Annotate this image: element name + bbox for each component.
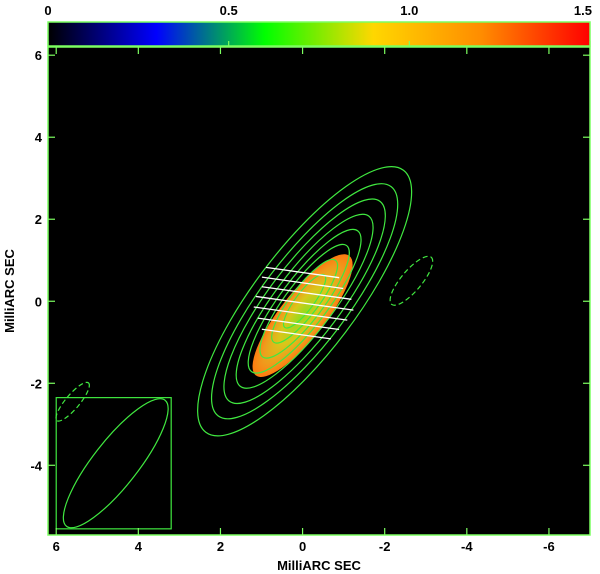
beam-inset	[55, 397, 172, 530]
beam-box	[55, 397, 172, 530]
x-tick-label: -4	[461, 539, 473, 554]
polarization-vector	[253, 306, 348, 321]
contour-level	[259, 243, 350, 359]
colorbar-tick-label: 1.5	[574, 3, 592, 18]
polarization-vector	[261, 328, 332, 340]
negative-contour	[55, 381, 90, 422]
beam-ellipse	[62, 398, 169, 529]
colorbar-gradient	[47, 21, 591, 47]
colorbar-tick-label: 0	[44, 3, 51, 18]
contour-level	[235, 213, 374, 389]
emission-region	[252, 254, 353, 377]
contour-level	[197, 166, 413, 437]
y-tick-label: -2	[30, 376, 42, 391]
x-tick-label: 2	[217, 539, 224, 554]
y-tick-label: 6	[35, 48, 42, 63]
y-tick-label: 4	[35, 130, 43, 145]
polarization-vector	[257, 317, 340, 331]
polarization-vector	[261, 276, 344, 290]
contour-level	[210, 183, 399, 420]
contour-level	[271, 258, 339, 344]
emission-layer	[252, 254, 353, 377]
colorbar-tick-label: 1.0	[400, 3, 418, 18]
contour-level	[247, 228, 362, 374]
plot-frame	[47, 46, 591, 536]
colorbar-tick-label: 0.5	[220, 3, 238, 18]
x-axis-label: MilliARC SEC	[277, 558, 361, 573]
x-tick-label: -6	[543, 539, 555, 554]
axis-ticks: 6 4 2 0 -2 -4 -6 6 4 2 0 -2 -4	[30, 47, 590, 554]
polarization-vector	[261, 286, 352, 300]
plot-area: 6 4 2 0 -2 -4 -6 6 4 2 0 -2 -4	[30, 46, 591, 554]
contour-layer	[55, 166, 434, 437]
y-tick-label: -4	[30, 458, 42, 473]
polarization-vector	[265, 266, 340, 279]
x-tick-label: 0	[299, 539, 306, 554]
x-tick-label: -2	[379, 539, 391, 554]
negative-contour	[389, 255, 434, 306]
x-tick-label: 6	[53, 539, 60, 554]
y-axis-label: MilliARC SEC	[2, 249, 17, 333]
polarization-vector	[255, 295, 354, 311]
y-tick-label: 0	[35, 294, 42, 309]
colorbar: 0 0.5 1.0 1.5	[44, 3, 592, 47]
x-tick-label: 4	[135, 539, 143, 554]
y-tick-label: 2	[35, 212, 42, 227]
vector-layer	[253, 266, 354, 340]
